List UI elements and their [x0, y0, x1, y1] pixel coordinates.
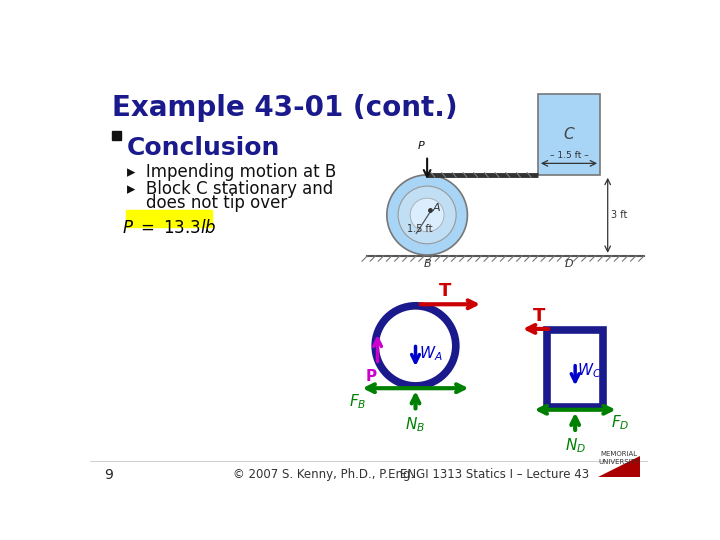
Bar [112, 131, 121, 140]
Circle shape [387, 175, 467, 255]
Circle shape [375, 306, 456, 386]
Text: $F_B$: $F_B$ [349, 392, 367, 411]
Text: ENGI 1313 Statics I – Lecture 43: ENGI 1313 Statics I – Lecture 43 [400, 468, 589, 481]
Text: © 2007 S. Kenny, Ph.D., P.Eng.: © 2007 S. Kenny, Ph.D., P.Eng. [233, 468, 415, 481]
Text: $N_D$: $N_D$ [564, 437, 585, 455]
Text: does not tip over: does not tip over [145, 194, 287, 212]
Text: C: C [564, 127, 575, 142]
Text: T: T [438, 282, 451, 300]
Text: ▸  Block C stationary and: ▸ Block C stationary and [127, 180, 333, 198]
Text: T: T [534, 307, 546, 325]
Text: $W_A$: $W_A$ [418, 345, 442, 363]
Text: Conclusion: Conclusion [127, 136, 281, 160]
Text: ▸  Impending motion at B: ▸ Impending motion at B [127, 164, 336, 181]
Circle shape [410, 198, 444, 232]
Polygon shape [598, 456, 640, 477]
Circle shape [398, 186, 456, 244]
Text: D: D [564, 259, 573, 269]
Text: 3 ft: 3 ft [611, 210, 627, 220]
Text: B: B [423, 259, 431, 269]
Text: 9: 9 [104, 468, 113, 482]
Text: $N_B$: $N_B$ [405, 415, 426, 434]
FancyBboxPatch shape [127, 211, 212, 227]
Text: $W_C$: $W_C$ [577, 361, 602, 380]
Text: Example 43-01 (cont.): Example 43-01 (cont.) [112, 94, 457, 122]
Text: A: A [433, 203, 440, 213]
Text: – 1.5 ft –: – 1.5 ft – [549, 151, 588, 160]
Text: 1.5 ft: 1.5 ft [407, 224, 433, 234]
Text: $\it{P}$ $=$ $\it{13.3lb}$: $\it{P}$ $=$ $\it{13.3lb}$ [122, 219, 216, 237]
Bar [538, 94, 600, 175]
Text: P: P [366, 369, 377, 384]
Bar [547, 330, 603, 408]
Text: $F_D$: $F_D$ [611, 414, 629, 433]
Text: P: P [418, 141, 424, 151]
Text: MEMORIAL
UNIVERSITY: MEMORIAL UNIVERSITY [599, 451, 640, 465]
